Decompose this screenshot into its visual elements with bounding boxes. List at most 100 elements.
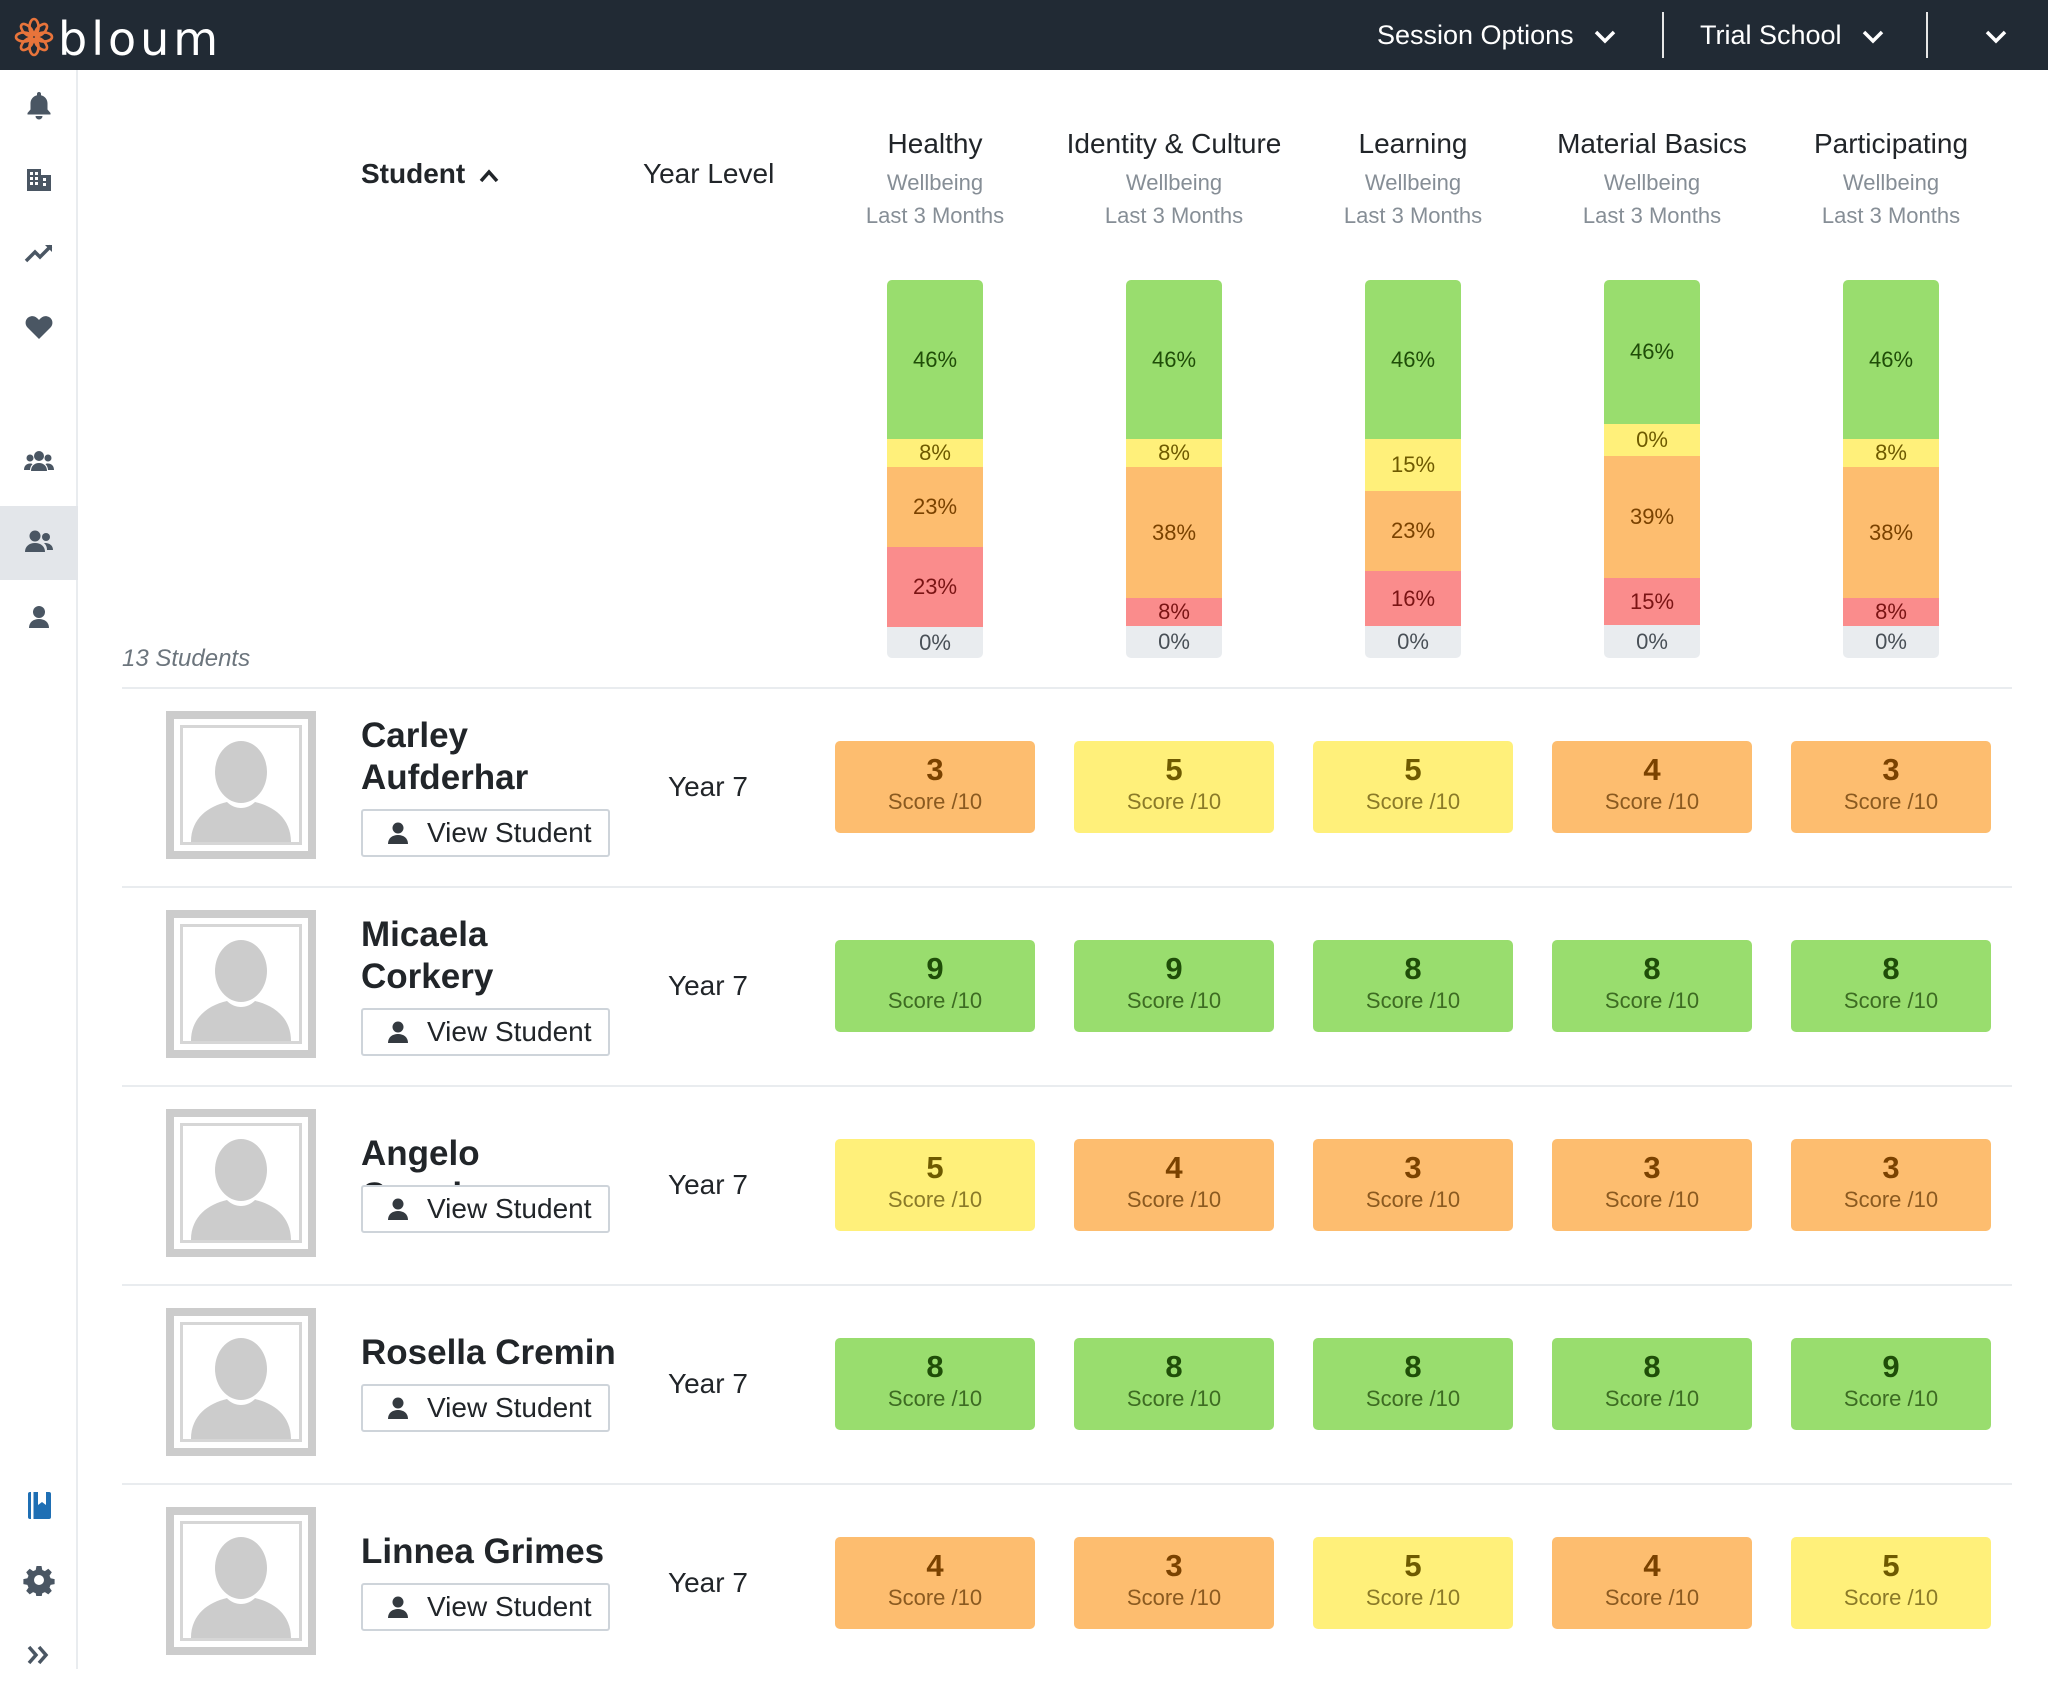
domain-subtitle: Wellbeing [886,170,984,195]
user-menu-dropdown[interactable] [1985,0,2007,70]
school-dropdown[interactable]: Trial School [1700,0,1884,70]
avatar-placeholder-icon [180,725,302,845]
score-badge[interactable]: 4 Score /10 [1552,1537,1752,1629]
score-badge[interactable]: 9 Score /10 [1074,940,1274,1032]
distribution-segment-red: 8% [1843,598,1939,626]
score-value: 5 [1404,1548,1422,1583]
domain-column-header[interactable]: Material Basics Wellbeing Last 3 Months [1522,128,1782,232]
score-badge[interactable]: 5 Score /10 [1074,741,1274,833]
score-badge[interactable]: 4 Score /10 [1552,741,1752,833]
score-badge[interactable]: 4 Score /10 [835,1537,1035,1629]
chevron-down-icon [1594,20,1616,51]
wellbeing-distribution-bar: 46% 15% 23% 16% 0% [1365,280,1461,658]
avatar [166,910,316,1058]
distribution-segment-red: 8% [1126,598,1222,626]
score-badge[interactable]: 8 Score /10 [1313,1338,1513,1430]
distribution-segment-orange: 23% [887,467,983,547]
domain-column-header[interactable]: Identity & Culture Wellbeing Last 3 Months [1044,128,1304,232]
domain-column-header[interactable]: Participating Wellbeing Last 3 Months [1761,128,2021,232]
score-badge[interactable]: 5 Score /10 [1313,741,1513,833]
score-badge[interactable]: 3 Score /10 [1074,1537,1274,1629]
users-icon [23,445,55,482]
sidebar-item-school[interactable] [0,144,78,218]
wellbeing-distribution-bar: 46% 0% 39% 15% 0% [1604,280,1700,658]
score-label: Score /10 [1843,1187,1939,1212]
sidebar-item-resources[interactable] [0,1470,78,1544]
score-value: 5 [926,1150,944,1185]
domain-period: Last 3 Months [1582,203,1722,228]
score-badge[interactable]: 3 Score /10 [835,741,1035,833]
gear-icon [23,1564,55,1601]
distribution-segment-yellow: 8% [1843,439,1939,467]
session-options-dropdown[interactable]: Session Options [1377,0,1616,70]
domain-column-header[interactable]: Learning Wellbeing Last 3 Months [1283,128,1543,232]
score-badge[interactable]: 3 Score /10 [1791,741,1991,833]
sidebar-item-trends[interactable] [0,218,78,292]
view-student-button[interactable]: View Student [361,1185,610,1233]
view-student-label: View Student [427,817,592,848]
distribution-segment-grey: 0% [1365,626,1461,658]
distribution-segment-grey: 0% [887,627,983,658]
domain-period: Last 3 Months [865,203,1005,228]
score-badge[interactable]: 8 Score /10 [1552,1338,1752,1430]
score-badge[interactable]: 8 Score /10 [1313,940,1513,1032]
score-value: 5 [1165,752,1183,787]
score-label: Score /10 [1843,988,1939,1013]
score-label: Score /10 [887,1187,983,1212]
score-value: 8 [1404,951,1422,986]
domain-title: Material Basics [1557,128,1747,159]
score-badge[interactable]: 8 Score /10 [1552,940,1752,1032]
score-value: 3 [1643,1150,1661,1185]
avatar [166,1109,316,1257]
score-badge[interactable]: 5 Score /10 [835,1139,1035,1231]
chevron-up-icon [479,158,499,190]
student-name: Micaela Corkery [361,915,494,996]
score-badge[interactable]: 5 Score /10 [1313,1537,1513,1629]
score-badge[interactable]: 8 Score /10 [1074,1338,1274,1430]
score-badge[interactable]: 5 Score /10 [1791,1537,1991,1629]
score-label: Score /10 [887,1585,983,1610]
sidebar-item-settings[interactable] [0,1545,78,1619]
chart-line-icon [23,237,55,274]
view-student-button[interactable]: View Student [361,809,610,857]
view-student-button[interactable]: View Student [361,1384,610,1432]
score-badge[interactable]: 3 Score /10 [1552,1139,1752,1231]
app-logo[interactable]: bloum [14,12,222,66]
score-badge[interactable]: 9 Score /10 [835,940,1035,1032]
score-badge[interactable]: 3 Score /10 [1791,1139,1991,1231]
score-value: 5 [1404,752,1422,787]
domain-column-header[interactable]: Healthy Wellbeing Last 3 Months [805,128,1065,232]
score-label: Score /10 [1365,1187,1461,1212]
sidebar-item-students[interactable] [0,506,78,580]
student-name: Rosella Cremin [361,1333,616,1372]
wellbeing-distribution-bar: 46% 8% 38% 8% 0% [1126,280,1222,658]
domain-period: Last 3 Months [1343,203,1483,228]
score-badge[interactable]: 4 Score /10 [1074,1139,1274,1231]
sidebar-item-wellbeing[interactable] [0,292,78,366]
view-student-button[interactable]: View Student [361,1583,610,1631]
user-friends-icon [23,525,55,562]
distribution-segment-green: 46% [1843,280,1939,439]
score-badge[interactable]: 9 Score /10 [1791,1338,1991,1430]
domain-title: Learning [1358,128,1468,159]
score-badge[interactable]: 8 Score /10 [835,1338,1035,1430]
flower-logo-icon [14,17,54,62]
sidebar-item-expand[interactable] [0,1620,78,1694]
year-level-column-header[interactable]: Year Level [643,158,775,189]
sidebar-item-profile[interactable] [0,582,78,656]
user-icon [387,1595,409,1619]
year-level: Year 7 [668,970,748,1001]
score-label: Score /10 [1604,988,1700,1013]
student-name: Linnea Grimes [361,1532,605,1571]
sidebar [0,70,78,1669]
score-badge[interactable]: 3 Score /10 [1313,1139,1513,1231]
score-value: 4 [1643,752,1661,787]
sidebar-item-notifications[interactable] [0,70,78,144]
view-student-button[interactable]: View Student [361,1008,610,1056]
avatar [166,1507,316,1655]
sidebar-item-groups[interactable] [0,426,78,500]
score-badge[interactable]: 8 Score /10 [1791,940,1991,1032]
score-value: 9 [1165,951,1183,986]
distribution-segment-orange: 38% [1843,467,1939,598]
student-column-header[interactable]: Student [361,158,499,190]
